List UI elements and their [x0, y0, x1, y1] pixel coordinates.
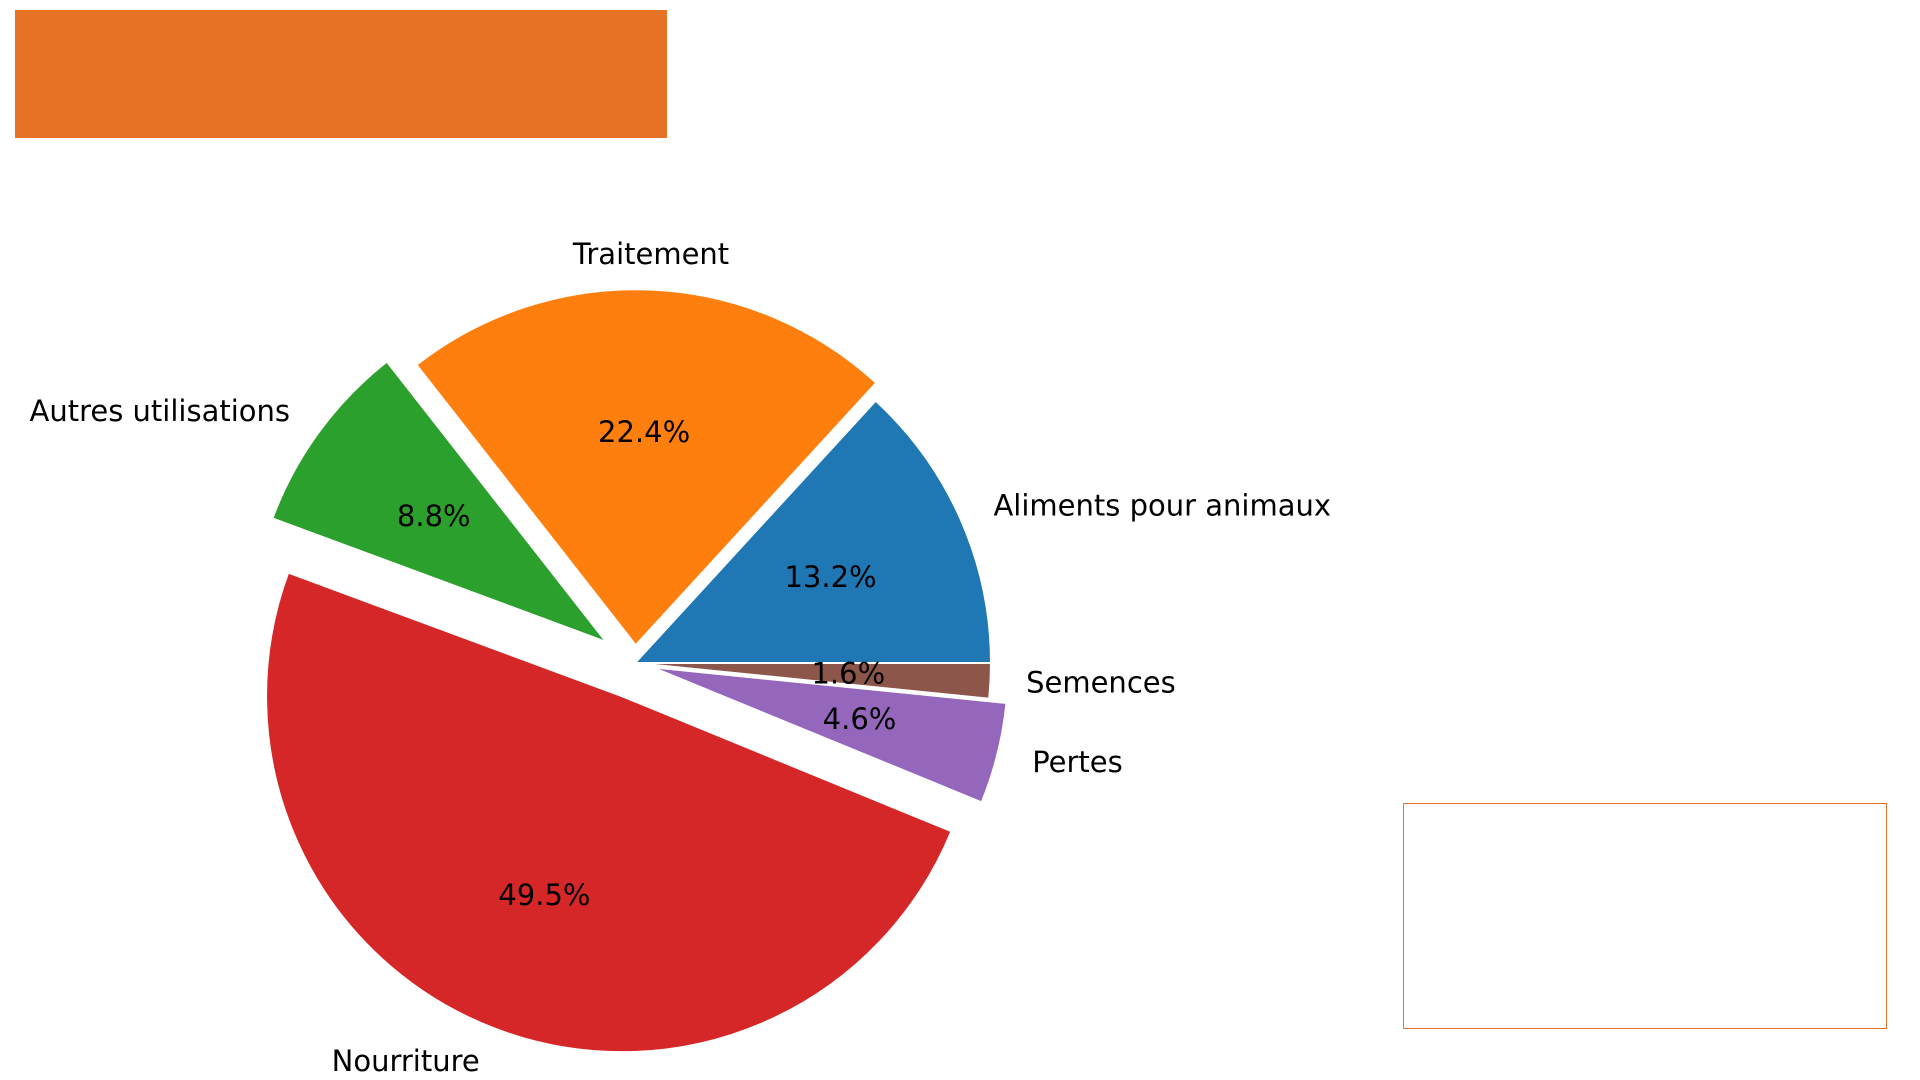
pie-category-label: Semences — [1026, 666, 1176, 700]
pie-slice-pertes — [651, 666, 1008, 804]
pie-slice-traitement — [414, 288, 878, 647]
pie-slice-nourriture — [265, 571, 953, 1054]
pie-slice-aliments-pour-animaux — [632, 399, 993, 664]
note-box — [1403, 803, 1887, 1029]
pie-category-label: Autres utilisations — [30, 394, 291, 428]
pie-category-label: Pertes — [1032, 745, 1123, 779]
pie-category-label: Nourriture — [332, 1044, 480, 1078]
pie-slice-semences — [634, 662, 993, 700]
pie-slices — [265, 288, 1008, 1054]
pie-pct-label: 13.2% — [784, 560, 876, 594]
pie-pct-label: 49.5% — [498, 878, 590, 912]
pie-pct-label: 4.6% — [823, 702, 897, 736]
pie-pct-label: 8.8% — [397, 499, 471, 533]
pie-slice-autres-utilisations — [271, 360, 610, 645]
pie-category-label: Aliments pour animaux — [993, 488, 1331, 522]
pie-pct-label: 22.4% — [598, 415, 690, 449]
pie-labels: 13.2% Aliments pour animaux 22.4% Traitemen… — [30, 237, 1332, 1078]
pie-pct-label: 1.6% — [811, 657, 885, 691]
title-banner — [15, 10, 667, 138]
pie-category-label: Traitement — [572, 237, 729, 271]
